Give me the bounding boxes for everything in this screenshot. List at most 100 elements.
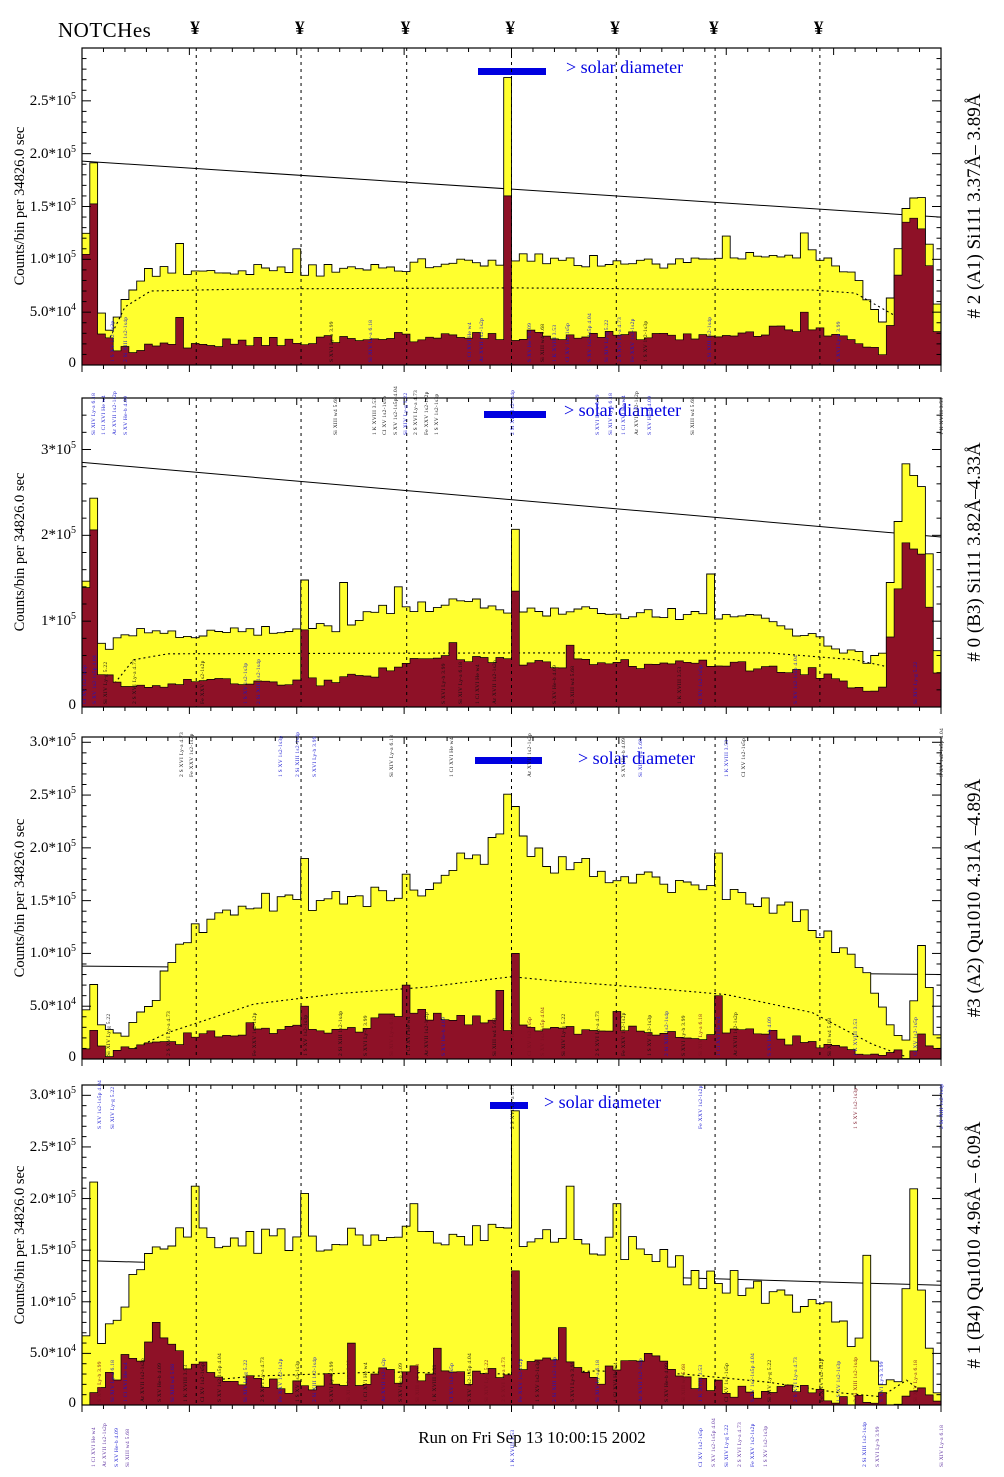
- below-axis-annotation: 1 K XVIII 3.53: [509, 1429, 516, 1467]
- below-axis-annotation: Si XIV Ly-a 6.18: [608, 392, 615, 435]
- y-tick-label: 2.0*105: [29, 837, 76, 856]
- y-tick-label: 0: [68, 1049, 77, 1065]
- spectral-line-annotation: Fe XXV 1s2-1s2p: [621, 1012, 628, 1056]
- below-axis-annotation: Si XIII w4 5.68: [124, 1428, 131, 1467]
- spectral-line-annotation: Ar XVII 1s2-1s2p: [479, 317, 486, 362]
- below-axis-annotation: S XV He-b 4.09: [122, 395, 129, 435]
- below-axis-annotation: Ar XVII 1s2-1s2p: [102, 1422, 109, 1467]
- y-tick-label: 3.0*105: [29, 732, 76, 751]
- below-axis-annotation: Si XIV Ly-g 5.22: [402, 392, 409, 435]
- spectral-line-annotation: Fe XXV 1s2-1s2p: [818, 1358, 825, 1402]
- spectral-line-annotation: Si XIV Ly-a 6.18: [110, 1359, 117, 1402]
- spectral-line-annotation: Si XIV Ly-a 6.18: [595, 1359, 602, 1402]
- run-timestamp: Run on Fri Sep 13 10:00:15 2002: [418, 1428, 646, 1447]
- below-axis-annotation: 1 K XVIII 3.53: [939, 397, 945, 435]
- below-axis-annotation: 1 Cl XVI He w4: [449, 737, 456, 777]
- notch-symbol: ¥: [400, 18, 411, 39]
- spectral-line-annotation: 1 Cl XVI He w4: [475, 664, 482, 704]
- solar-diameter-label: > solar diameter: [566, 57, 684, 77]
- maroon-histogram: [81, 529, 942, 708]
- below-axis-annotation: Si XIV Ly-a 6.18: [389, 734, 396, 777]
- below-axis-annotation: 2 S XVI Ly-a 4.73: [509, 1083, 516, 1129]
- notch-symbol: ¥: [295, 18, 305, 39]
- y-tick-label: 2.0*105: [29, 1188, 76, 1207]
- spectral-line-annotation: S XV He-b 4.09: [157, 1362, 164, 1402]
- spectral-line-annotation: Si XIII w4 5.68: [170, 1363, 177, 1402]
- panel-3-plot: [81, 736, 942, 1066]
- spectral-line-annotation: S XVI Ly-b 3.99: [569, 1361, 576, 1402]
- maroon-histogram: [81, 953, 942, 1060]
- dotted-line: [116, 1370, 933, 1404]
- notch-symbol: ¥: [190, 18, 200, 39]
- below-axis-annotation: 1 S XV 1s2-1s3p: [762, 1425, 769, 1467]
- below-axis-annotation: 1 K XVIII 3.53: [372, 397, 379, 435]
- below-axis-annotation: Si XIII w4 5.68: [638, 738, 645, 777]
- below-axis-annotation: Si XIV Ly-g 5.22: [110, 1086, 117, 1129]
- below-axis-annotation: S XV He-b 4.09: [621, 737, 628, 777]
- spectral-line-annotation: Si XIII w4 5.68: [681, 1363, 688, 1402]
- below-axis-annotation: S XV He-b 4.09: [113, 1427, 120, 1467]
- below-axis-annotation: 1 Cl XVI He w4: [101, 395, 108, 435]
- notches-header-label: NOTCHes: [58, 18, 152, 42]
- spectral-line-annotation: Si XIII w4 5.68: [539, 323, 546, 362]
- solar-diameter-label: > solar diameter: [564, 400, 682, 420]
- below-axis-annotation: Fe XXV 1s2-1s2p: [189, 733, 196, 777]
- below-axis-annotation: Fe XXV 1s2-1s2p: [698, 1085, 705, 1129]
- below-axis-annotation: 2 Si XIII 1s2-1s4p: [509, 389, 516, 435]
- y-tick-label: 2*105: [41, 525, 76, 544]
- notch-symbol: ¥: [813, 18, 824, 39]
- below-axis-annotation: Si XIV Ly-a 6.18: [939, 1424, 945, 1467]
- spectral-line-annotation: Si XIV Ly-a 6.18: [457, 661, 464, 704]
- y-tick-label: 0: [68, 1395, 77, 1411]
- y-tick-label: 1.5*105: [29, 196, 76, 215]
- below-axis-annotation: Cl XV 1s2-1s5p: [382, 395, 389, 435]
- spectral-line-annotation: Si XIV Ly-a 6.18: [367, 319, 374, 362]
- below-axis-annotation: S XV He-b 4.09: [646, 395, 653, 435]
- spectral-line-annotation: Cl XV 1s2-1s5p: [565, 322, 572, 362]
- spectral-line-annotation: 1 K XVIII 3.53: [677, 666, 683, 704]
- below-axis-annotation: 2 Si XIII 1s2-1s4p: [294, 731, 301, 777]
- spectral-line-annotation: S XVI Ly-b 3.99: [835, 321, 842, 362]
- below-axis-annotation: S XVI Ly-b 3.99: [595, 394, 602, 435]
- spectral-line-annotation: Cl XV 1s2-1s5p: [200, 1362, 207, 1402]
- spectral-line-annotation: S XVI Ly-b 3.99: [440, 663, 447, 704]
- below-axis-annotation: 1 Cl XVI He w4: [91, 1427, 98, 1467]
- spectral-line-annotation: 1 S XV 1s2-1s3p: [642, 320, 649, 362]
- spectral-line-annotation: 1 Cl XVI He w4: [122, 1362, 129, 1402]
- panel-1: [0, 47, 1004, 372]
- y-tick-label: 0: [68, 697, 77, 713]
- spectral-line-annotation: 2 Si XIII 1s2-1s4p: [853, 1356, 860, 1402]
- spectral-line-annotation: S XVI Ly-b 3.99: [97, 1361, 104, 1402]
- spectral-line-annotation: Fe XXV 1s2-1s2p: [277, 1358, 284, 1402]
- spectral-line-annotation: 2 Si XIII 1s2-1s4p: [311, 1356, 318, 1402]
- below-axis-annotation: Ar XVII 1s2-1s2p: [634, 390, 641, 435]
- spectral-line-annotation: 2 Si XIII 1s2-1s4p: [256, 658, 263, 704]
- spectral-line-annotation: 1 S XV 1s2-1s3p: [646, 1014, 653, 1056]
- spectral-line-annotation: S XV 1s2-1s5p 4.04: [792, 654, 799, 704]
- notch-symbol: ¥: [505, 18, 516, 39]
- below-axis-annotation: 2 S XVI Ly-a 4.73: [737, 1421, 744, 1467]
- spectral-line-annotation: 2 Si XIII 1s2-1s4p: [552, 1356, 559, 1402]
- spectral-line-annotation: 1 K XVIII 3.53: [853, 1018, 860, 1056]
- spectral-line-annotation: S XV 1s2-1s5p 4.04: [466, 1352, 473, 1402]
- panel-2-plot: [81, 397, 942, 714]
- below-axis-annotation: 1 S XV 1s2-1s3p: [277, 735, 284, 777]
- spectral-line-annotation: 1 K XVIII 3.53: [552, 324, 559, 362]
- spectral-line-annotation: Si XIV Ly-g 5.22: [483, 1359, 490, 1402]
- spectral-line-annotation: Fe XXV 1s2-1s2p: [200, 660, 207, 704]
- below-axis-annotation: 2 S XVI Ly-a 4.73: [413, 389, 420, 435]
- spectral-line-annotation: 1 S XV 1s2-1s3p: [110, 320, 117, 362]
- spectral-line-annotation: 1 Cl XVI He w4: [466, 322, 473, 362]
- spectral-line-annotation: 2 S XVI Ly-a 4.73: [500, 1356, 507, 1402]
- trend-line: [81, 461, 942, 538]
- spectral-line-annotation: S XV He-b 4.09: [767, 1016, 774, 1056]
- y-tick-label: 1.5*105: [29, 890, 76, 909]
- yellow-histogram: [81, 463, 942, 708]
- spectral-line-annotation: S XV He-b 4.09: [526, 322, 533, 362]
- y-tick-label: 2.5*105: [29, 785, 76, 804]
- y-tick-label: 3.0*105: [29, 1085, 76, 1104]
- spectral-line-annotation: Ar XVII 1s2-1s2p: [380, 1357, 387, 1402]
- solar-diameter-bar: [475, 757, 542, 764]
- spectral-line-annotation: 2 S XVI Ly-a 4.73: [595, 1010, 602, 1056]
- spectral-line-annotation: 1 Cl XVI He w4: [406, 1016, 413, 1056]
